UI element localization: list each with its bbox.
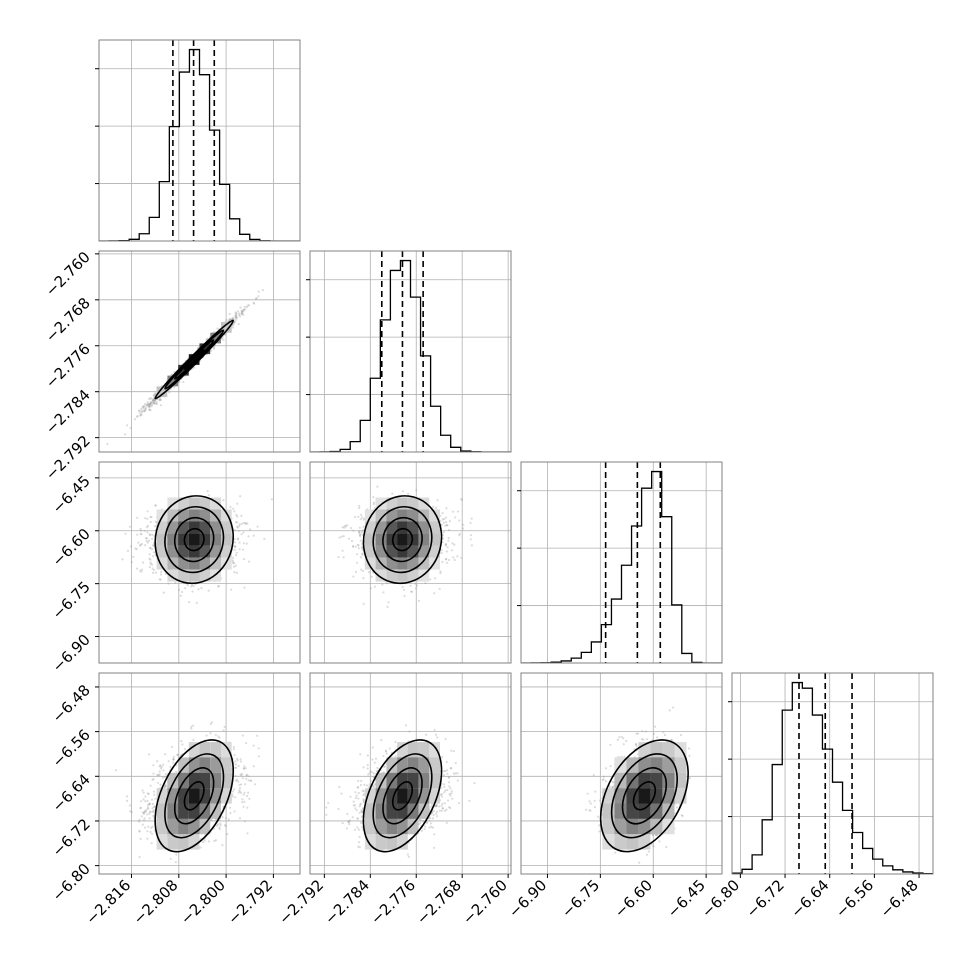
panel-frame: [520, 672, 723, 875]
contour-line: [362, 739, 443, 853]
scatter-panel-3-4: −6.90 −6.75 −6.60 −6.45: [505, 672, 723, 921]
scatter-panel-1-2: −2.792−2.784−2.776−2.768−2.760: [42, 248, 301, 484]
y-tick-label: −6.75: [49, 578, 94, 623]
x-tick-label: −2.784: [321, 876, 373, 928]
contour-line: [599, 739, 689, 853]
x-tick-label: −2.776: [367, 876, 419, 928]
density-core: [156, 742, 232, 850]
x-tick-label: −6.80: [698, 876, 743, 921]
x-tick-label: −2.808: [130, 876, 182, 928]
contour-line: [632, 781, 657, 811]
contour-line: [362, 495, 443, 585]
contour-line: [391, 527, 414, 552]
histogram-panel-2: [306, 250, 512, 453]
x-tick-label: −6.45: [664, 876, 709, 921]
x-tick-label: −6.90: [505, 876, 550, 921]
x-tick-label: −6.64: [787, 876, 832, 921]
y-tick-label: −6.80: [49, 860, 94, 905]
y-tick-label: −2.768: [42, 294, 94, 346]
panel-frame: [98, 461, 301, 664]
x-tick-label: −2.800: [177, 876, 229, 928]
contour-line: [164, 506, 225, 574]
density-core: [364, 742, 440, 850]
histogram-step: [521, 470, 722, 663]
y-tick-label: −2.760: [42, 248, 94, 300]
panel-frame: [731, 672, 934, 875]
histogram-panel-3: [517, 461, 723, 664]
contour-line: [621, 767, 668, 825]
scatter-panel-2-3: [309, 461, 512, 664]
y-tick-label: −6.48: [49, 681, 94, 726]
panel-frame: [98, 672, 301, 875]
y-tick-label: −6.56: [49, 726, 94, 771]
histogram-panel-4: −6.80 −6.72 −6.64 −6.56 −6.48: [698, 672, 934, 921]
histogram-panel-1: [95, 39, 301, 242]
scatter-panel-1-3: −6.90−6.75−6.60−6.45: [49, 461, 301, 676]
histogram-step: [99, 48, 300, 241]
contour-line: [372, 753, 433, 839]
density-core: [156, 322, 232, 398]
contour-line: [382, 516, 423, 563]
contour-line: [154, 495, 235, 585]
contour-line: [183, 348, 205, 371]
histogram-step: [732, 681, 933, 874]
y-tick-label: −6.64: [49, 770, 94, 815]
scatter-panel-2-4: −2.792−2.784−2.776−2.768−2.760: [275, 672, 512, 928]
scatter-panel-1-4: −2.816−2.808−2.800−2.792−6.80−6.72−6.64−…: [49, 672, 301, 928]
x-tick-label: −2.760: [459, 876, 511, 928]
x-tick-label: −6.75: [558, 876, 603, 921]
panel-frame: [98, 39, 301, 242]
contour-line: [391, 781, 414, 811]
panel-frame: [309, 672, 512, 875]
contour-line: [372, 506, 433, 574]
panel-frame: [309, 461, 512, 664]
x-tick-label: −6.72: [743, 876, 788, 921]
y-tick-label: −2.776: [42, 340, 94, 392]
contour-line: [154, 319, 235, 400]
y-tick-label: −2.792: [42, 432, 94, 484]
x-tick-label: −6.60: [611, 876, 656, 921]
x-tick-label: −2.792: [275, 876, 327, 928]
y-tick-label: −6.72: [49, 815, 94, 860]
contour-line: [154, 739, 235, 853]
histogram-step: [310, 259, 511, 452]
y-tick-label: −6.90: [49, 631, 94, 676]
contour-line: [173, 767, 215, 825]
contour-line: [164, 329, 225, 390]
contour-line: [183, 527, 205, 552]
contour-line: [610, 753, 678, 839]
x-tick-label: −6.48: [877, 876, 922, 921]
contour-line: [382, 767, 423, 825]
y-tick-label: −2.784: [42, 386, 94, 438]
contour-line: [164, 753, 225, 839]
contour-line: [173, 339, 215, 380]
panel-frame: [309, 250, 512, 453]
x-tick-label: −6.56: [832, 876, 877, 921]
panel-frame: [98, 250, 301, 453]
y-tick-label: −6.60: [49, 525, 94, 570]
contour-line: [183, 781, 205, 811]
contour-line: [173, 516, 215, 563]
x-tick-label: −2.816: [82, 876, 134, 928]
x-tick-label: −2.792: [224, 876, 276, 928]
panel-frame: [520, 461, 723, 664]
x-tick-label: −2.768: [413, 876, 465, 928]
